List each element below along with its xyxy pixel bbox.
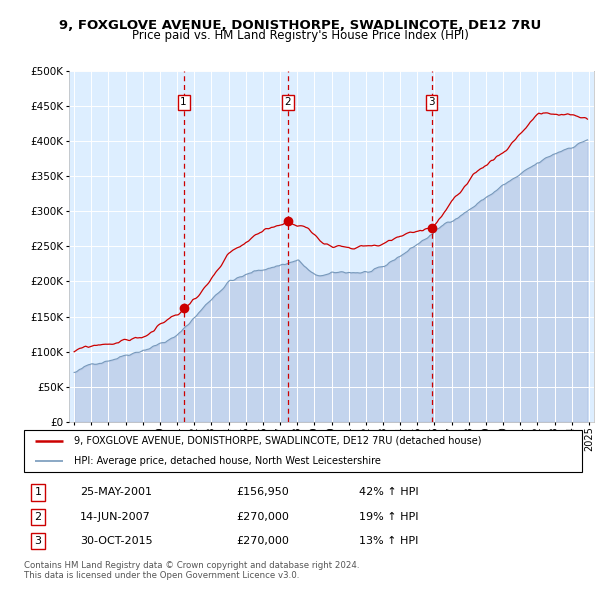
Text: 30-OCT-2015: 30-OCT-2015 <box>80 536 152 546</box>
Text: 14-JUN-2007: 14-JUN-2007 <box>80 512 151 522</box>
Text: £270,000: £270,000 <box>236 536 289 546</box>
Text: Contains HM Land Registry data © Crown copyright and database right 2024.: Contains HM Land Registry data © Crown c… <box>24 560 359 569</box>
Text: Price paid vs. HM Land Registry's House Price Index (HPI): Price paid vs. HM Land Registry's House … <box>131 30 469 42</box>
Text: 9, FOXGLOVE AVENUE, DONISTHORPE, SWADLINCOTE, DE12 7RU: 9, FOXGLOVE AVENUE, DONISTHORPE, SWADLIN… <box>59 19 541 32</box>
Text: 2: 2 <box>34 512 41 522</box>
Text: This data is licensed under the Open Government Licence v3.0.: This data is licensed under the Open Gov… <box>24 571 299 580</box>
Text: 42% ↑ HPI: 42% ↑ HPI <box>359 487 418 497</box>
Text: 1: 1 <box>34 487 41 497</box>
Text: 3: 3 <box>34 536 41 546</box>
Text: 9, FOXGLOVE AVENUE, DONISTHORPE, SWADLINCOTE, DE12 7RU (detached house): 9, FOXGLOVE AVENUE, DONISTHORPE, SWADLIN… <box>74 436 482 446</box>
Text: 13% ↑ HPI: 13% ↑ HPI <box>359 536 418 546</box>
Text: £270,000: £270,000 <box>236 512 289 522</box>
Text: £156,950: £156,950 <box>236 487 289 497</box>
Text: 2: 2 <box>284 97 291 107</box>
Text: 19% ↑ HPI: 19% ↑ HPI <box>359 512 418 522</box>
Text: 1: 1 <box>180 97 187 107</box>
Text: 3: 3 <box>428 97 435 107</box>
Text: HPI: Average price, detached house, North West Leicestershire: HPI: Average price, detached house, Nort… <box>74 455 381 466</box>
Text: 25-MAY-2001: 25-MAY-2001 <box>80 487 152 497</box>
